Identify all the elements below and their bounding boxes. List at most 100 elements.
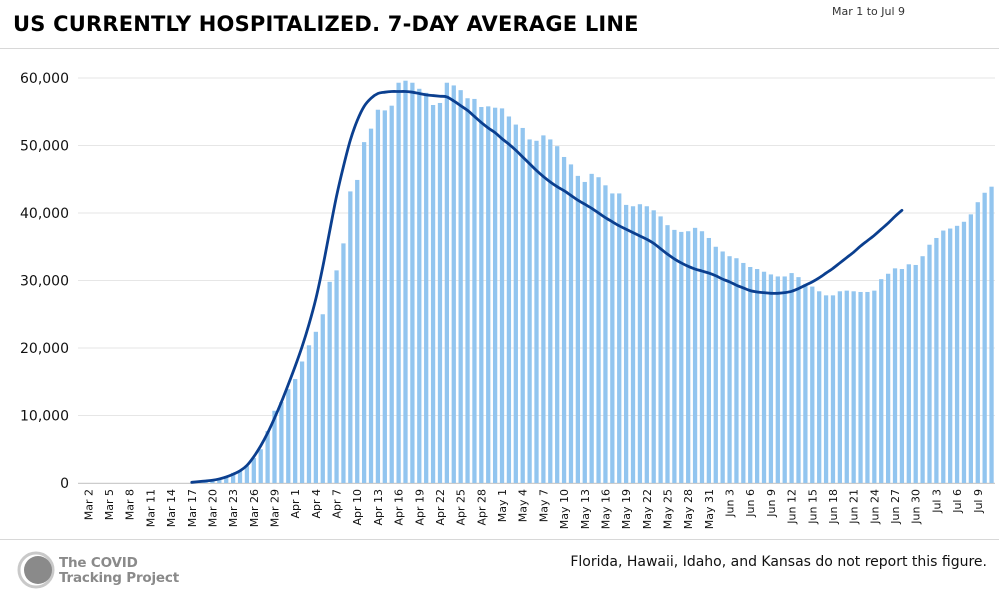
bar — [844, 290, 849, 484]
bar — [444, 82, 449, 484]
bar — [465, 98, 470, 483]
bar — [975, 202, 980, 483]
bar — [286, 389, 291, 483]
bar — [224, 476, 229, 483]
y-tick-label: 20,000 — [20, 341, 69, 357]
x-tick-label: May 4 — [517, 489, 530, 522]
bar — [768, 274, 774, 483]
bar — [299, 361, 305, 483]
bar — [548, 139, 553, 484]
bar — [734, 258, 739, 483]
bar — [520, 127, 525, 483]
x-tick-label: Jul 3 — [930, 489, 943, 514]
bar — [906, 264, 911, 483]
x-tick-label: Apr 4 — [310, 489, 323, 519]
bar — [230, 472, 236, 484]
x-tick-label: Mar 29 — [269, 489, 282, 527]
bar — [506, 116, 512, 483]
bar — [251, 458, 256, 483]
bar — [686, 231, 691, 483]
bar — [541, 135, 546, 484]
bar — [892, 268, 898, 483]
x-tick-label: Apr 25 — [455, 489, 468, 526]
y-tick-label: 10,000 — [20, 409, 69, 425]
bar — [265, 431, 270, 483]
average-line — [190, 90, 904, 484]
bar — [803, 283, 808, 484]
bar — [258, 449, 263, 483]
bar — [775, 276, 780, 483]
bar — [348, 191, 353, 483]
bar — [334, 270, 339, 484]
bar — [582, 181, 587, 483]
logo-line-2: Tracking Project — [59, 570, 179, 586]
footnote: Florida, Hawaii, Idaho, and Kansas do no… — [570, 554, 987, 570]
bar — [865, 291, 870, 483]
bar — [644, 206, 649, 483]
bar — [692, 227, 698, 483]
x-tick-label: Jun 6 — [744, 489, 757, 518]
bar — [217, 478, 222, 483]
x-tick-label: Jun 24 — [868, 489, 881, 525]
bar — [713, 246, 718, 483]
hospitalized-chart: 0 10,000 20,000 30,000 40,000 50,000 60,000 Ma… — [20, 71, 995, 529]
bar — [561, 156, 567, 483]
x-tick-label: Apr 1 — [289, 489, 302, 519]
bar — [872, 290, 877, 484]
x-tick-label: Jun 27 — [889, 489, 902, 525]
bar — [396, 82, 401, 484]
bar — [589, 173, 594, 483]
x-tick-label: Mar 14 — [165, 489, 178, 527]
x-tick-label: May 13 — [579, 489, 592, 529]
bar — [761, 271, 767, 483]
bar — [982, 192, 987, 483]
date-range-label: Mar 1 to Jul 9 — [832, 5, 906, 18]
bar — [851, 291, 856, 483]
bar — [741, 262, 746, 483]
bar — [748, 267, 753, 483]
bar — [306, 345, 312, 483]
x-tick-label: Mar 5 — [103, 489, 116, 520]
x-tick-label: Apr 22 — [434, 489, 447, 526]
bar — [651, 210, 656, 484]
bar — [479, 107, 484, 483]
bar — [389, 105, 394, 484]
covid-tracking-project-logo[interactable]: The COVID Tracking Project — [14, 547, 179, 593]
bar — [796, 277, 801, 484]
y-tick-label: 30,000 — [20, 274, 69, 290]
bar — [885, 273, 891, 483]
x-tick-label: Jul 6 — [951, 489, 964, 514]
bar — [410, 82, 415, 484]
bar — [630, 206, 636, 483]
header-divider — [0, 48, 999, 49]
bar — [527, 139, 532, 484]
bar — [623, 204, 629, 483]
bar — [858, 291, 863, 483]
x-tick-label: Mar 20 — [206, 489, 219, 527]
x-tick-label: Mar 26 — [248, 489, 261, 527]
x-tick-label: Jun 12 — [786, 489, 799, 525]
bar — [789, 273, 794, 483]
bar — [720, 251, 725, 483]
x-axis-ticks: Mar 2 Mar 5 Mar 8 Mar 11 Mar 14 Mar 17 Mar 20 M… — [82, 489, 984, 529]
bar — [513, 124, 518, 483]
bar — [486, 106, 491, 483]
bar — [382, 110, 387, 484]
logo-circle-icon — [17, 551, 55, 589]
bar — [437, 102, 443, 483]
bar — [499, 108, 505, 484]
bar — [472, 98, 477, 484]
x-tick-label: May 1 — [496, 489, 509, 522]
bar — [920, 256, 925, 483]
x-tick-label: May 31 — [703, 489, 716, 529]
bar — [361, 142, 367, 484]
x-tick-label: May 25 — [662, 489, 675, 529]
bar — [272, 410, 277, 483]
x-tick-label: Jun 15 — [806, 489, 819, 525]
bar — [534, 140, 539, 483]
bar — [961, 221, 967, 483]
bar — [927, 244, 932, 483]
x-tick-label: Jun 18 — [827, 489, 840, 525]
bar — [603, 185, 608, 483]
y-axis-ticks: 0 10,000 20,000 30,000 40,000 50,000 60,000 — [20, 71, 69, 492]
